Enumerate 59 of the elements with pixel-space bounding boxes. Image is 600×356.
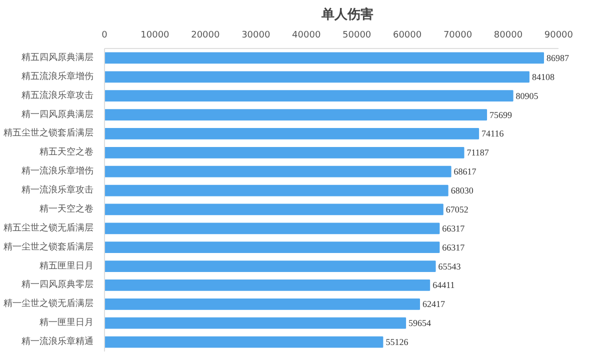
data-label: 65543 xyxy=(438,261,462,272)
y-tick-label: 精一天空之卷 xyxy=(40,203,94,214)
data-label: 66317 xyxy=(442,242,466,252)
y-tick-label: 精五四风原典满层 xyxy=(22,52,94,63)
bar xyxy=(104,204,444,216)
bar xyxy=(104,90,514,102)
chart-title: 单人伤害 xyxy=(320,6,374,22)
x-tick-label: 90000 xyxy=(544,30,574,40)
data-label: 74116 xyxy=(482,128,504,139)
x-tick-label: 0 xyxy=(102,30,108,40)
y-tick-label: 精五流浪乐章增伤 xyxy=(22,70,94,82)
y-tick-label: 精五尘世之锁无盾满层 xyxy=(4,222,94,234)
x-tick-label: 10000 xyxy=(140,30,170,40)
data-label: 71187 xyxy=(466,148,490,158)
x-tick-label: 40000 xyxy=(292,30,321,40)
bar xyxy=(104,109,488,120)
bar xyxy=(104,166,452,178)
data-label: 64411 xyxy=(432,280,455,290)
bar xyxy=(104,298,420,310)
data-label: 66317 xyxy=(442,223,466,234)
bar xyxy=(104,71,530,83)
y-tick-label: 精五匣里日月 xyxy=(40,260,94,272)
y-tick-label: 精一尘世之锁无盾满层 xyxy=(4,298,94,310)
x-tick-label: 80000 xyxy=(494,30,523,40)
y-tick-label: 精五天空之卷 xyxy=(40,146,94,158)
data-label: 80905 xyxy=(516,90,539,101)
data-label: 62417 xyxy=(422,299,446,310)
x-tick-label: 50000 xyxy=(342,30,372,40)
bar xyxy=(104,184,448,196)
bar xyxy=(104,317,406,329)
y-tick-label: 精一四风原典零层 xyxy=(22,279,94,290)
bar xyxy=(104,336,384,348)
x-tick-label: 30000 xyxy=(242,30,270,40)
y-tick-label: 精一匣里日月 xyxy=(40,317,94,328)
x-tick-label: 70000 xyxy=(443,30,472,40)
y-tick-label: 精一流浪乐章精通 xyxy=(22,336,94,348)
bar xyxy=(104,242,440,254)
bar xyxy=(104,280,430,291)
data-label: 75699 xyxy=(490,110,513,120)
bar xyxy=(104,128,480,140)
bar xyxy=(104,222,440,234)
x-tick-label: 60000 xyxy=(392,30,422,40)
data-label: 68030 xyxy=(450,186,474,196)
data-label: 67052 xyxy=(446,204,468,214)
y-tick-label: 精一流浪乐章攻击 xyxy=(22,184,94,196)
y-tick-label: 精五流浪乐章攻击 xyxy=(22,90,94,101)
data-label: 68617 xyxy=(454,166,477,177)
bar xyxy=(104,146,464,158)
data-label: 86987 xyxy=(546,52,570,63)
y-tick-label: 精一四风原典满层 xyxy=(22,108,94,120)
bar xyxy=(104,52,544,64)
bar xyxy=(104,260,436,272)
y-tick-label: 精一流浪乐章增伤 xyxy=(22,166,94,177)
x-tick-label: 20000 xyxy=(191,30,220,40)
data-label: 84108 xyxy=(532,72,555,82)
data-label: 55126 xyxy=(386,337,409,348)
y-tick-label: 精一尘世之锁套盾满层 xyxy=(4,241,94,252)
data-label: 59654 xyxy=(408,318,432,328)
y-tick-label: 精五尘世之锁套盾满层 xyxy=(4,128,94,139)
